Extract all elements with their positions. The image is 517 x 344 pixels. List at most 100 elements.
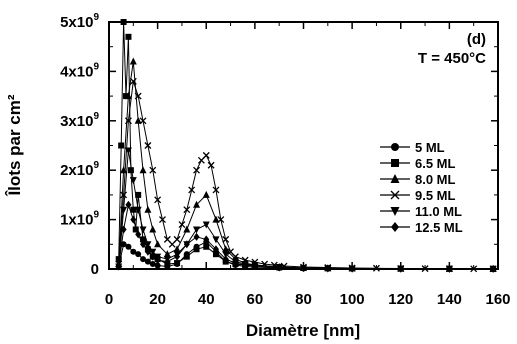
x-tick-label: 120 xyxy=(388,291,413,308)
legend-label: 11.0 ML xyxy=(415,204,462,219)
data-point xyxy=(149,252,156,261)
data-point xyxy=(207,161,215,169)
legend-label: 6.5 ML xyxy=(415,156,456,171)
y-tick-label: 0 xyxy=(91,261,99,278)
data-point xyxy=(132,226,139,233)
data-point xyxy=(183,253,190,260)
data-point xyxy=(154,240,162,248)
data-point xyxy=(203,243,210,250)
data-point xyxy=(193,200,201,208)
data-point xyxy=(129,77,137,85)
series-layer xyxy=(115,19,497,273)
y-tick-label: 1x109 xyxy=(60,210,99,229)
data-point xyxy=(163,250,171,258)
data-point xyxy=(193,232,200,241)
data-point xyxy=(193,166,200,174)
data-point xyxy=(232,259,239,268)
y-tick-label: 3x109 xyxy=(60,111,99,130)
data-point xyxy=(130,215,137,224)
data-point xyxy=(251,262,258,271)
x-tick-label: 80 xyxy=(295,291,312,308)
data-point xyxy=(130,248,137,255)
data-point xyxy=(120,225,127,234)
data-point xyxy=(134,116,142,124)
data-point xyxy=(174,252,181,261)
data-point xyxy=(149,248,157,256)
data-point xyxy=(174,260,181,267)
data-point xyxy=(242,261,249,270)
x-tick-labels: 0 20 40 60 80 100 120 140 160 xyxy=(105,291,511,308)
data-point xyxy=(222,245,230,253)
data-point xyxy=(134,92,142,100)
x-axis-title: Diamètre [nm] xyxy=(246,321,360,340)
data-point xyxy=(193,226,201,234)
legend-item: 8.0 ML xyxy=(380,172,456,187)
data-point xyxy=(391,143,399,151)
legend-item: 9.5 ML xyxy=(380,188,456,203)
data-point xyxy=(173,235,181,243)
legend-label: 9.5 ML xyxy=(415,188,456,203)
data-point xyxy=(490,264,497,273)
data-point xyxy=(203,235,210,244)
legend-item: 11.0 ML xyxy=(380,204,462,219)
data-point xyxy=(178,221,186,228)
legend-item: 5 ML xyxy=(380,140,445,155)
data-point xyxy=(125,33,132,40)
data-point xyxy=(446,264,453,273)
data-point xyxy=(154,256,161,265)
data-point xyxy=(212,236,220,244)
data-point xyxy=(164,257,171,266)
data-point xyxy=(144,142,152,149)
data-point xyxy=(129,177,137,185)
data-point xyxy=(144,247,151,256)
data-point xyxy=(212,186,220,194)
data-point xyxy=(120,191,128,199)
data-point xyxy=(173,245,181,253)
series-12-5-ml xyxy=(115,200,497,273)
data-point xyxy=(154,196,162,204)
legend-item: 12.5 ML xyxy=(380,220,463,235)
data-point xyxy=(183,240,190,249)
data-point xyxy=(127,167,134,174)
data-point xyxy=(159,216,166,224)
data-point xyxy=(212,245,219,254)
data-point xyxy=(390,207,400,216)
x-tick-label: 100 xyxy=(340,291,365,308)
data-point xyxy=(349,264,356,273)
data-point xyxy=(135,251,142,258)
data-point xyxy=(183,206,191,214)
data-point xyxy=(183,225,191,233)
data-point xyxy=(120,206,128,214)
panel-label: (d) xyxy=(467,31,486,48)
data-point xyxy=(324,264,331,273)
data-point xyxy=(140,236,147,243)
data-point xyxy=(300,264,307,273)
y-tick-labels: 0 1x109 2x109 3x109 4x109 5x109 xyxy=(60,12,99,278)
data-point xyxy=(115,262,122,271)
legend-label: 12.5 ML xyxy=(415,220,463,235)
data-point xyxy=(135,191,142,198)
data-point xyxy=(118,142,125,149)
temperature-annotation: T = 450°C xyxy=(418,50,486,67)
data-point xyxy=(135,230,142,239)
y-tick-label: 2x109 xyxy=(60,160,99,179)
x-tick-label: 20 xyxy=(149,291,166,308)
x-tick-label: 0 xyxy=(105,291,113,308)
data-point xyxy=(139,166,147,174)
data-point xyxy=(202,190,210,198)
data-point xyxy=(188,186,196,194)
data-point xyxy=(144,258,151,265)
data-point xyxy=(124,147,132,155)
data-point xyxy=(124,117,132,125)
data-point xyxy=(154,262,161,269)
data-point xyxy=(390,190,400,200)
data-point xyxy=(149,225,157,233)
y-tick-label: 4x109 xyxy=(60,61,99,80)
data-point xyxy=(144,241,152,249)
data-point xyxy=(140,240,147,249)
x-tick-label: 160 xyxy=(485,291,510,308)
legend-label: 5 ML xyxy=(415,140,445,155)
data-point xyxy=(390,174,400,183)
